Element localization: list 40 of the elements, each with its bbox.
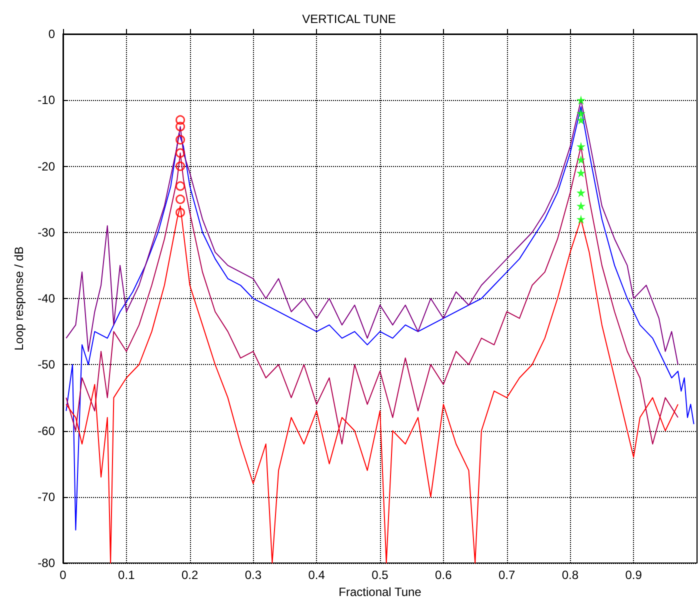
point: [176, 135, 186, 145]
point: [176, 162, 186, 171]
x-tick-label: 0: [60, 568, 67, 582]
y-tick-label: -70: [38, 490, 56, 504]
point: [176, 122, 186, 132]
point: [576, 142, 586, 151]
chart-title: VERTICAL TUNE: [302, 12, 396, 26]
point: [576, 214, 586, 224]
y-tick-label: -30: [38, 225, 56, 240]
x-tick-label: 0.6: [435, 568, 452, 582]
y-tick-label: -10: [38, 93, 56, 108]
line-series: [66, 106, 694, 530]
y-tick-label: -20: [38, 159, 56, 174]
x-tick-label: 0.1: [118, 568, 136, 582]
y-tick-label: -60: [38, 424, 56, 438]
point: [176, 194, 186, 204]
y-axis-title: Loop response / dB: [12, 246, 26, 351]
x-tick-label: 0.5: [372, 568, 389, 582]
x-tick-label: 0.8: [562, 568, 579, 582]
y-tick-label: -50: [38, 358, 56, 372]
x-tick-label: 0.4: [308, 568, 326, 582]
y-tick-label: -40: [38, 292, 56, 306]
y-tick-label: 0: [48, 27, 56, 41]
point: [176, 181, 186, 191]
point: [176, 148, 186, 158]
point: [576, 96, 586, 105]
x-tick-label: 0.9: [625, 568, 642, 582]
x-tick-label: 0.3: [244, 568, 262, 582]
point: [576, 115, 586, 124]
point: [576, 168, 586, 178]
point: [576, 155, 586, 164]
point: [576, 108, 586, 118]
y-tick-label: -80: [38, 556, 56, 570]
point: [176, 115, 186, 125]
x-axis-title: Fractional Tune: [338, 584, 422, 599]
x-tick-label: 0.7: [498, 568, 516, 582]
point: [576, 188, 586, 198]
point: [176, 208, 186, 218]
point: [576, 201, 586, 210]
x-tick-label: 0.2: [181, 568, 198, 582]
